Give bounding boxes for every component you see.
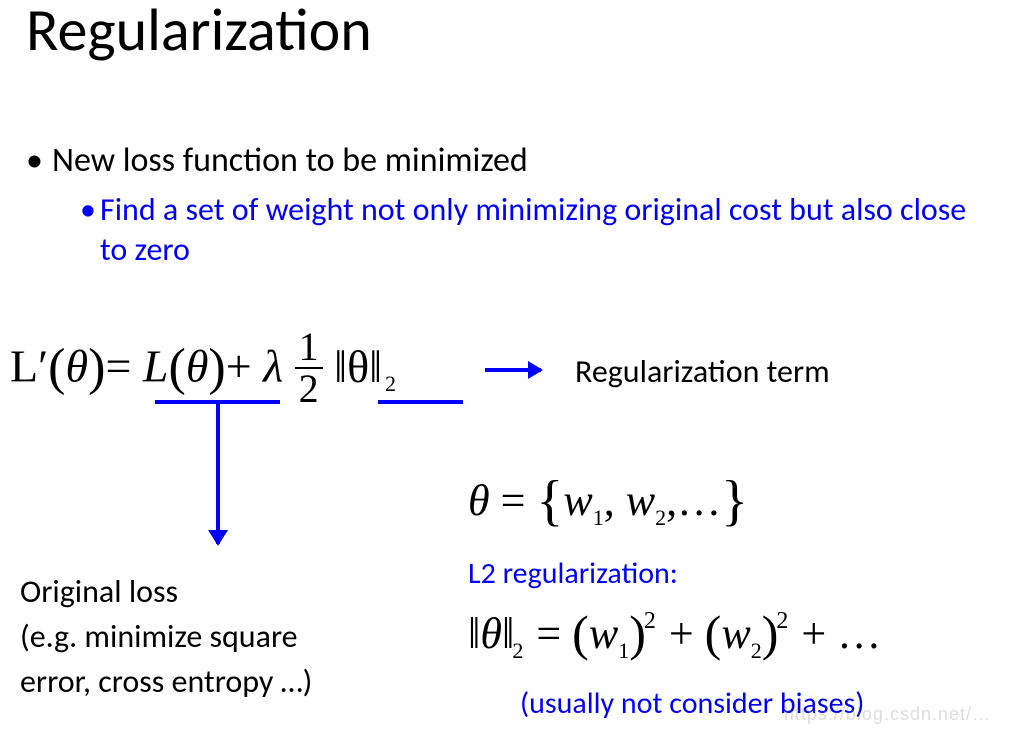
norm-theta-sym: θ	[347, 341, 369, 392]
ts-w2: w	[626, 476, 655, 525]
norm-sub2: 2	[385, 371, 396, 397]
l2-normsub: 2	[512, 638, 523, 663]
equation-theta-set: θ = {w1, w2,…}	[468, 465, 748, 529]
l2-regularization-label: L2 regularization:	[468, 555, 678, 592]
arrow-right-icon	[485, 368, 541, 372]
eq-equals: =	[105, 341, 131, 392]
orig-loss-line3: error, cross entropy …)	[20, 660, 440, 705]
underline-norm	[378, 400, 463, 404]
arrow-down-icon	[216, 404, 220, 544]
eq-theta1: θ	[66, 341, 89, 392]
l2-p2: 2	[776, 608, 788, 634]
watermark: https://blog.csdn.net/…	[784, 704, 991, 725]
bullet-level1: New loss function to be minimized	[30, 140, 528, 181]
eq-Lprime: L′	[10, 341, 48, 392]
ts-sub1: 1	[593, 505, 604, 530]
original-loss-note: Original loss (e.g. minimize square erro…	[20, 570, 440, 704]
slide: Regularization New loss function to be m…	[0, 0, 1021, 741]
l2-plus1: +	[658, 609, 705, 658]
norm-bar-r: ‖	[369, 341, 382, 392]
ts-rbrace: }	[721, 470, 748, 532]
ts-comma1: ,	[604, 476, 626, 525]
l2-lp2: (	[705, 605, 722, 661]
l2-ell: …	[837, 609, 881, 658]
l2-s1: 1	[618, 638, 629, 663]
l2-theta: θ	[480, 609, 502, 658]
norm-bar-l: ‖	[334, 341, 347, 392]
eq-plus: +	[226, 341, 252, 392]
eq-half-fraction: 1 2	[295, 327, 323, 409]
ts-w1: w	[563, 476, 592, 525]
l2-w2: w	[721, 609, 750, 658]
l2-bar-l: ‖	[468, 609, 480, 658]
ts-lbrace: {	[536, 470, 563, 532]
page-title: Regularization	[26, 0, 372, 67]
regularization-term-label: Regularization term	[575, 352, 830, 391]
orig-loss-line1: Original loss	[20, 570, 440, 615]
bullet-level2: Find a set of weight not only minimizing…	[100, 190, 970, 270]
l2-eqs: =	[525, 609, 572, 658]
eq-lambda: λ	[263, 341, 283, 392]
ts-ellipsis: ,…	[666, 476, 721, 525]
eq-frac-num: 1	[295, 327, 323, 367]
l2-lp1: (	[572, 605, 589, 661]
l2-plus2: +	[790, 609, 837, 658]
ts-theta: θ	[468, 476, 490, 525]
l2-w1: w	[589, 609, 618, 658]
eq-norm-theta: ‖θ‖2	[334, 340, 382, 393]
eq-L: L	[143, 341, 169, 392]
ts-eq: =	[490, 476, 537, 525]
ts-sub2: 2	[655, 505, 666, 530]
bullet-level1-text: New loss function to be minimized	[52, 140, 528, 181]
eq-theta2: θ	[186, 341, 209, 392]
eq-frac-den: 2	[295, 367, 323, 409]
equation-l2-norm: ‖θ‖2 = (w1)2 + (w2)2 + …	[468, 602, 881, 660]
orig-loss-line2: (e.g. minimize square	[20, 615, 440, 660]
l2-s2: 2	[751, 638, 762, 663]
l2-p1: 2	[644, 608, 656, 634]
